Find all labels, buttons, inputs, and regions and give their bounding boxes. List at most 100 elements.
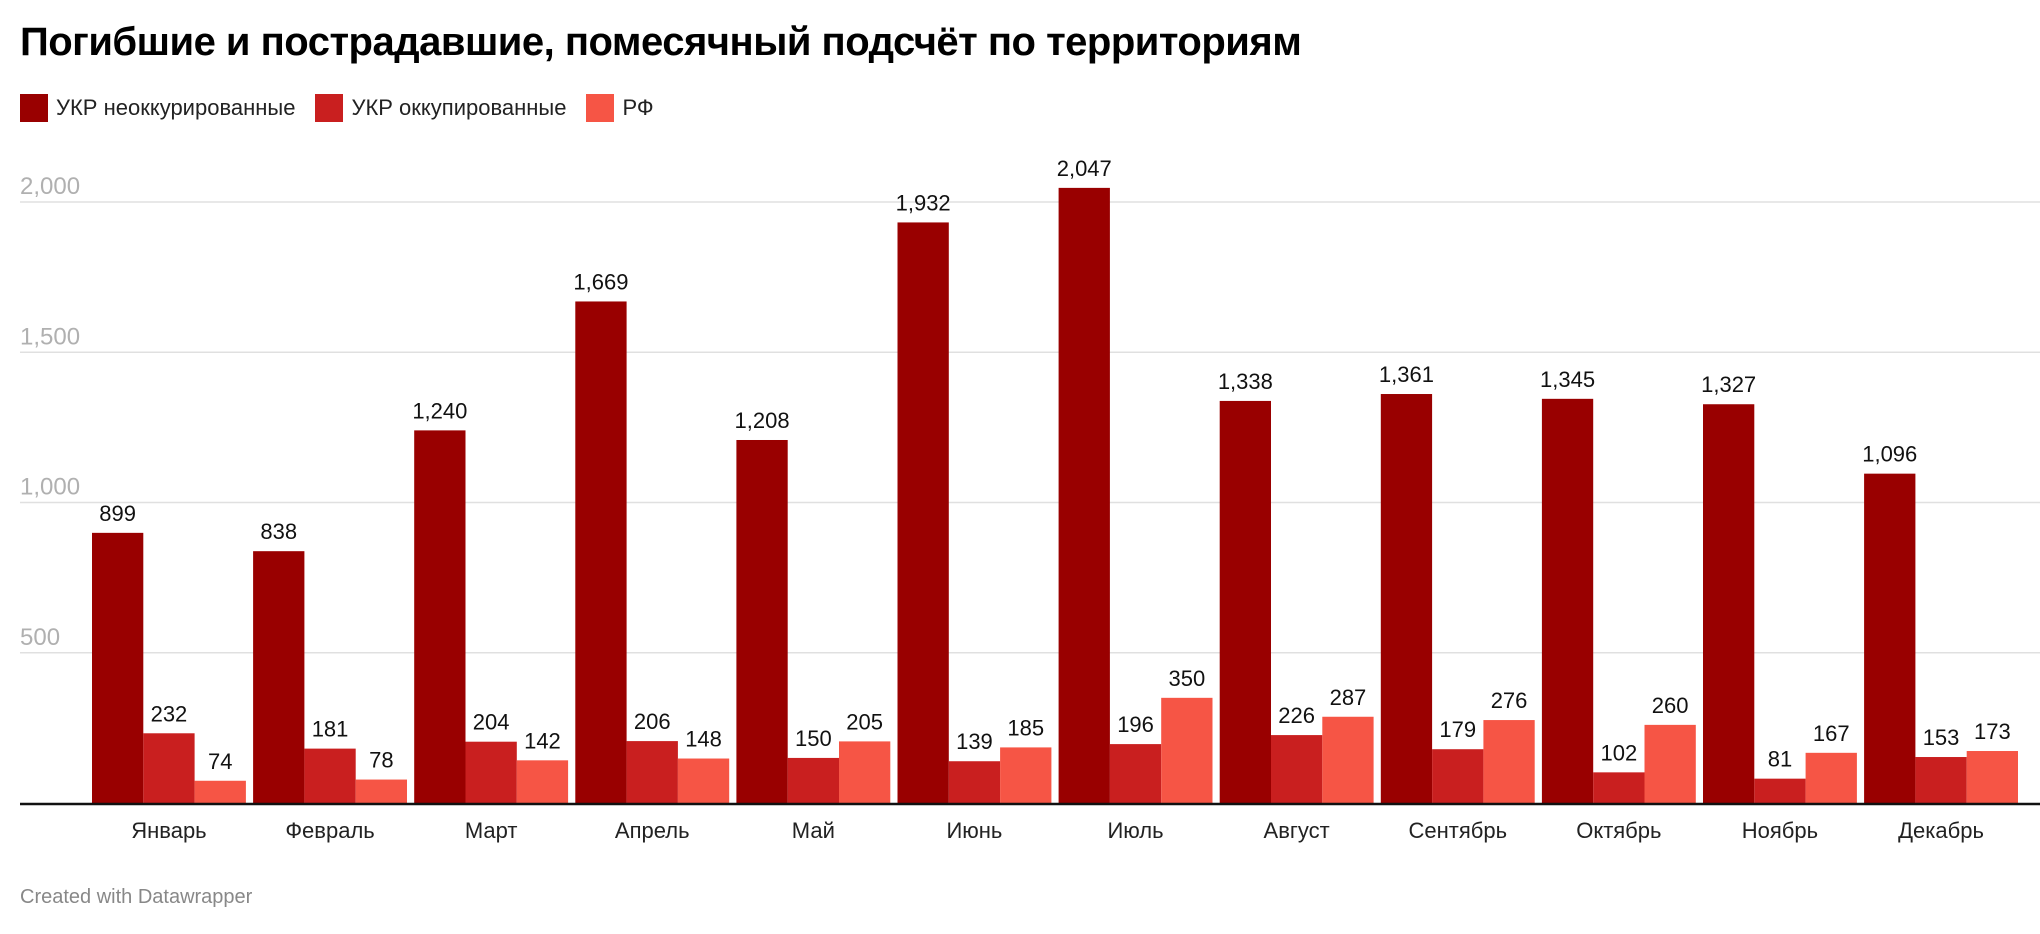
legend-label: УКР неоккурированные [56, 95, 296, 120]
bar [1322, 716, 1374, 803]
y-tick-label: 500 [20, 624, 60, 651]
bar [575, 301, 627, 803]
legend: УКР неоккурированные УКР оккупированные … [20, 94, 654, 122]
bar [1219, 400, 1271, 803]
y-tick-label: 1,000 [20, 474, 80, 501]
data-label: 81 [1768, 747, 1792, 772]
bar [1380, 394, 1433, 803]
x-tick-label: Март [465, 818, 518, 843]
bar [1644, 724, 1696, 803]
bar [839, 741, 891, 803]
data-label: 1,932 [896, 190, 951, 215]
data-label: 74 [208, 749, 232, 774]
data-label: 2,047 [1057, 156, 1112, 181]
data-label: 287 [1330, 685, 1367, 710]
y-tick-label: 2,000 [20, 173, 80, 200]
data-label: 179 [1439, 717, 1476, 742]
bar [414, 430, 466, 803]
bar [1541, 398, 1594, 803]
bar [1058, 187, 1110, 804]
bar [1593, 772, 1645, 803]
bar [948, 761, 1001, 803]
bar [516, 760, 569, 803]
bar [304, 748, 356, 803]
data-label: 838 [260, 519, 297, 544]
y-tick-label: 1,500 [20, 323, 80, 350]
chart-title: Погибшие и пострадавшие, помесячный подс… [20, 20, 1302, 64]
x-tick-label: Февраль [285, 818, 374, 843]
data-label: 1,096 [1862, 442, 1917, 467]
data-label: 206 [634, 709, 671, 734]
data-label: 1,240 [412, 398, 467, 423]
legend-label: УКР оккупированные [351, 95, 567, 120]
x-tick-label: Апрель [615, 818, 690, 843]
data-label: 102 [1600, 740, 1637, 765]
bar [677, 758, 730, 803]
data-label: 139 [956, 729, 993, 754]
data-label: 204 [473, 710, 510, 735]
bar [787, 757, 839, 803]
data-label: 1,208 [735, 408, 790, 433]
data-label: 1,338 [1218, 369, 1273, 394]
bar [1966, 751, 2018, 803]
bar [897, 222, 949, 803]
data-label: 1,669 [573, 269, 628, 294]
bar [626, 741, 678, 803]
data-label: 1,361 [1379, 362, 1434, 387]
bar [1915, 757, 1967, 803]
bar [92, 532, 144, 803]
x-tick-label: Июнь [946, 818, 1002, 843]
bar [1271, 735, 1323, 803]
legend-swatch [586, 94, 615, 122]
data-label: 142 [524, 728, 561, 753]
data-label: 899 [99, 501, 136, 526]
bar [1864, 473, 1916, 803]
x-tick-label: Май [792, 818, 835, 843]
bar [253, 551, 305, 803]
x-tick-label: Декабрь [1898, 818, 1984, 843]
bar [1432, 749, 1484, 803]
bar [1805, 752, 1857, 803]
data-label: 205 [846, 709, 883, 734]
bar [465, 741, 517, 803]
data-label: 226 [1278, 703, 1315, 728]
bar [1161, 697, 1213, 803]
bar [143, 733, 195, 803]
legend-label: РФ [622, 95, 654, 120]
x-tick-label: Ноябрь [1742, 818, 1818, 843]
legend-item: УКР оккупированные [315, 94, 566, 122]
x-tick-label: Октябрь [1576, 818, 1661, 843]
data-label: 173 [1974, 719, 2011, 744]
data-label: 1,327 [1701, 372, 1756, 397]
data-label: 350 [1168, 666, 1205, 691]
x-tick-label: Август [1264, 818, 1330, 843]
data-label: 167 [1813, 721, 1850, 746]
data-label: 78 [369, 748, 393, 773]
data-label: 181 [312, 717, 349, 742]
bar [194, 780, 246, 803]
bar [736, 439, 788, 803]
x-tick-label: Сентябрь [1408, 818, 1507, 843]
legend-swatch [315, 94, 344, 122]
data-label: 1,345 [1540, 367, 1595, 392]
data-label: 260 [1652, 693, 1689, 718]
x-tick-label: Июль [1107, 818, 1163, 843]
x-tick-label: Январь [131, 818, 206, 843]
bar [1483, 720, 1535, 803]
data-label: 276 [1491, 688, 1528, 713]
legend-item: РФ [586, 94, 654, 122]
bar [1754, 778, 1806, 803]
footer-credit: Created with Datawrapper [20, 886, 253, 908]
bar [1109, 744, 1162, 803]
legend-item: УКР неоккурированные [20, 94, 295, 122]
data-label: 148 [685, 727, 722, 752]
data-label: 185 [1007, 715, 1044, 740]
bar [1703, 404, 1755, 803]
bar [355, 779, 407, 803]
legend-swatch [20, 94, 48, 122]
data-label: 196 [1117, 712, 1154, 737]
data-label: 153 [1923, 725, 1960, 750]
data-label: 150 [795, 726, 832, 751]
bar [1000, 747, 1052, 803]
